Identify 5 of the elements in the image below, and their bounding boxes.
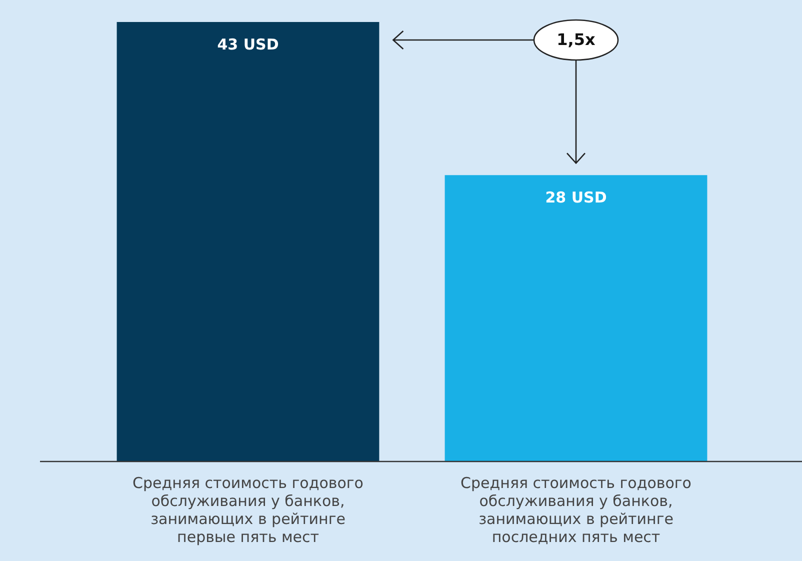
- x-tick-label: Средняя стоимость годового обслуживания у банков, занимающих в рейтинге последних пять мест: [460, 474, 692, 546]
- annotation: 1,5x: [556, 30, 596, 50]
- x-tick-label: Средняя стоимость годового обслуживания у банков, занимающих в рейтинге первые пять мест: [132, 474, 364, 546]
- data-label: 43 USD: [217, 35, 279, 54]
- data-label: 28 USD: [545, 188, 607, 207]
